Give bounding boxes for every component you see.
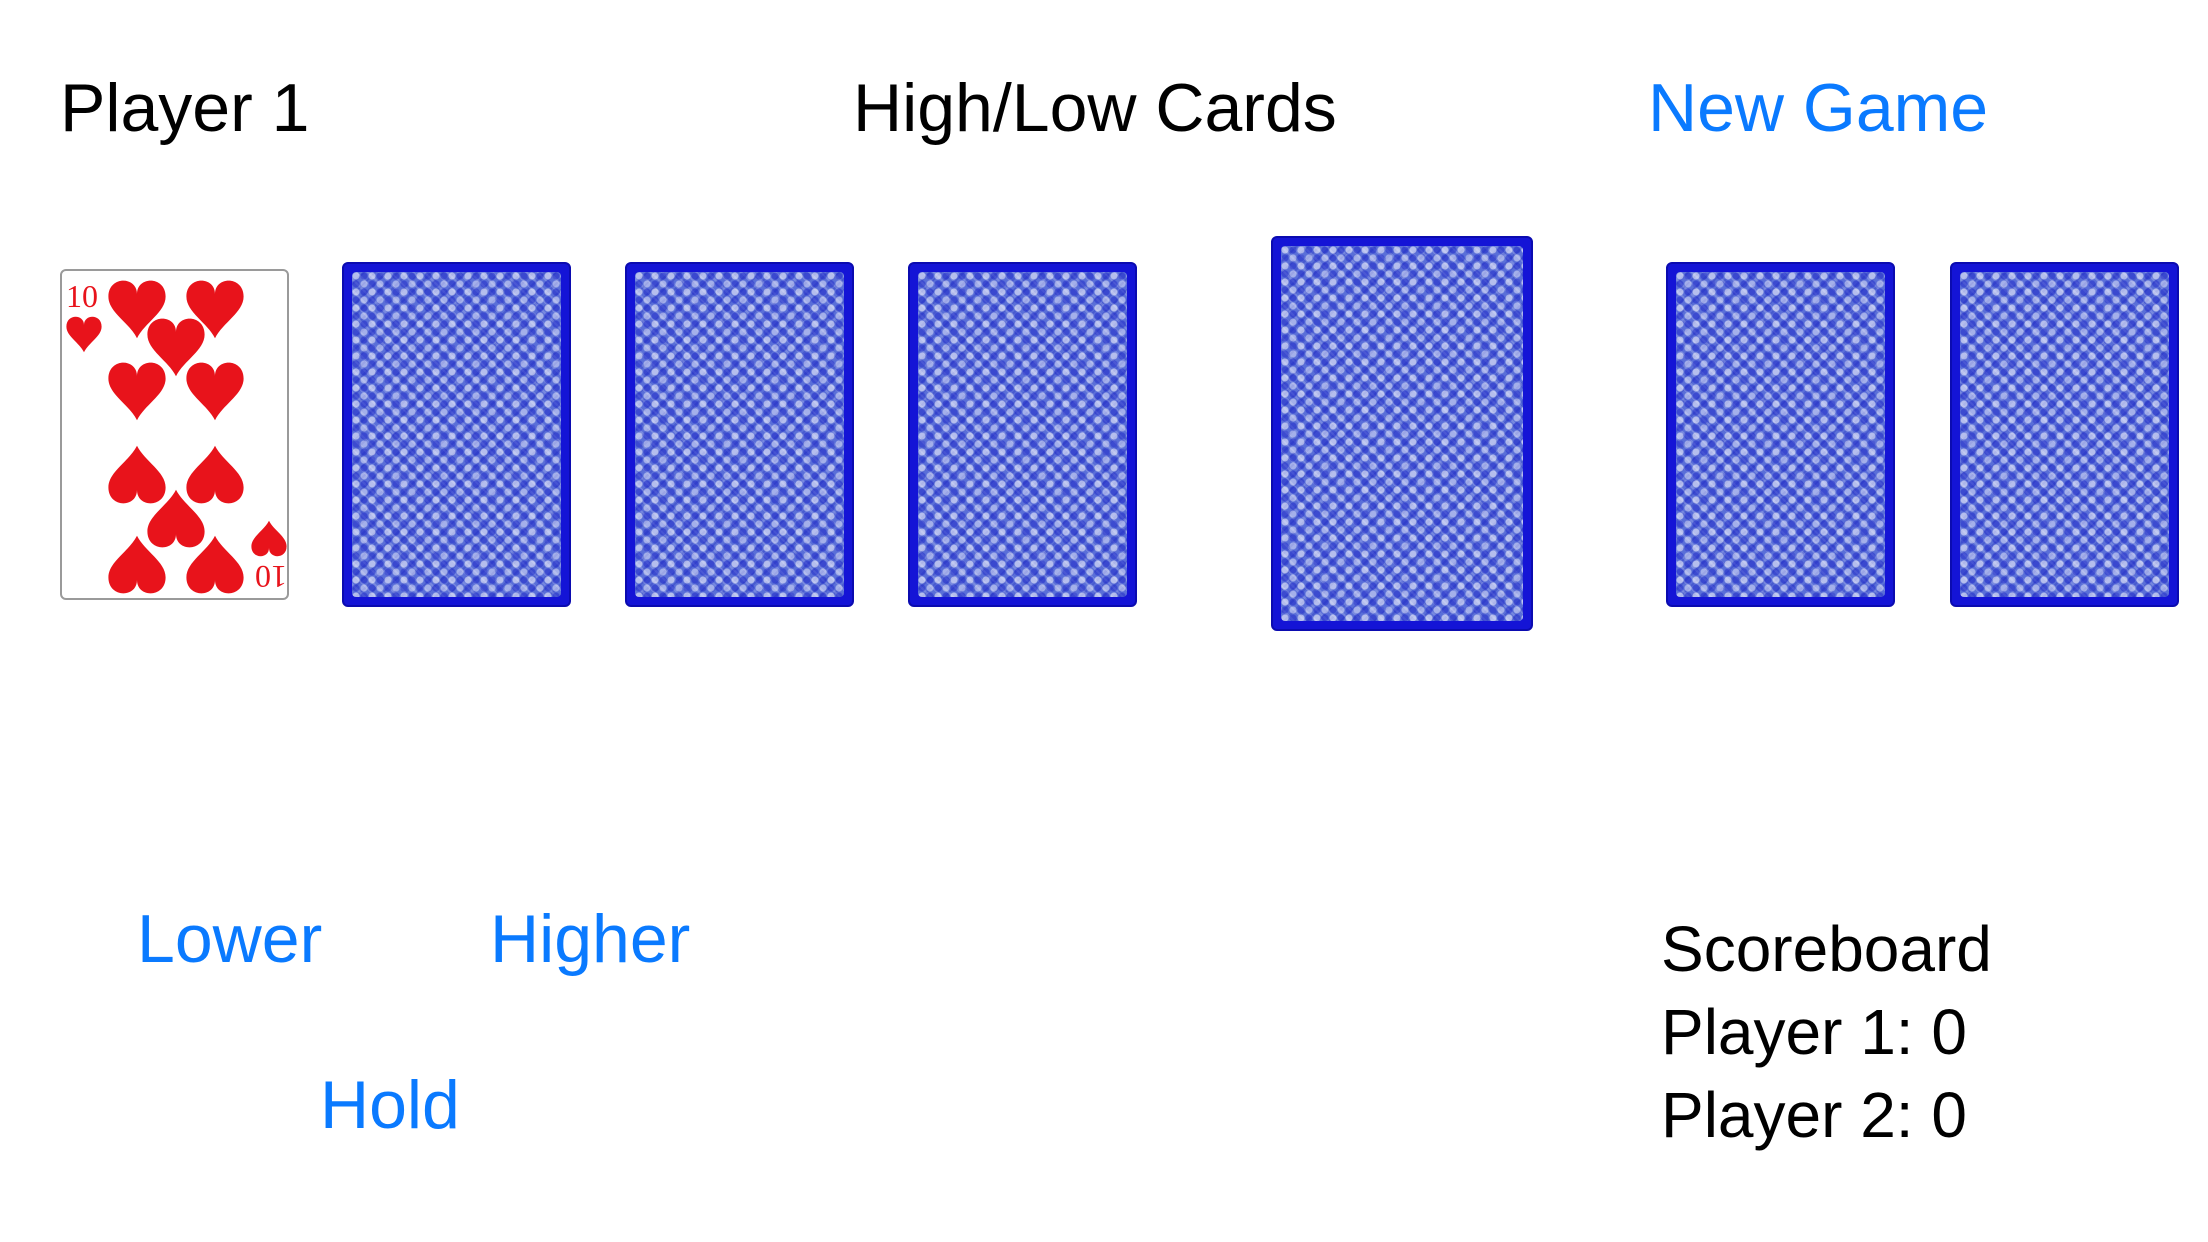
heart-icon (186, 445, 244, 504)
card-back-player-4[interactable] (908, 262, 1137, 607)
scoreboard-player-1: Player 1: 0 (1661, 996, 1967, 1068)
heart-icon (66, 316, 102, 353)
higher-button[interactable]: Higher (490, 901, 691, 977)
rank-top-label: 10 (66, 278, 98, 314)
hold-button[interactable]: Hold (320, 1067, 460, 1143)
scoreboard-player-2: Player 2: 0 (1661, 1079, 1967, 1151)
card-back-opponent-1[interactable] (1666, 262, 1895, 607)
card-ten-of-hearts[interactable]: 10 10 (60, 269, 289, 600)
card-back-pattern (918, 272, 1127, 597)
card-back-pattern (1281, 246, 1523, 621)
card-back-pattern (1676, 272, 1885, 597)
card-back-player-2[interactable] (342, 262, 571, 607)
card-back-pattern (635, 272, 844, 597)
heart-icon (108, 445, 166, 504)
heart-icon (186, 362, 244, 421)
card-back-pattern (352, 272, 561, 597)
card-back-player-3[interactable] (625, 262, 854, 607)
card-back-opponent-2[interactable] (1950, 262, 2179, 607)
player-label: Player 1 (60, 70, 310, 146)
card-back-pattern (1960, 272, 2169, 597)
heart-icon (251, 520, 287, 557)
scoreboard-title: Scoreboard (1661, 913, 1992, 985)
rank-bottom-label: 10 (255, 559, 287, 595)
new-game-button[interactable]: New Game (1648, 70, 1989, 146)
deck-card[interactable] (1271, 236, 1533, 631)
ten-of-hearts-face: 10 10 (66, 278, 287, 595)
lower-button[interactable]: Lower (137, 901, 323, 977)
heart-icon (108, 362, 166, 421)
page-title: High/Low Cards (853, 70, 1337, 146)
